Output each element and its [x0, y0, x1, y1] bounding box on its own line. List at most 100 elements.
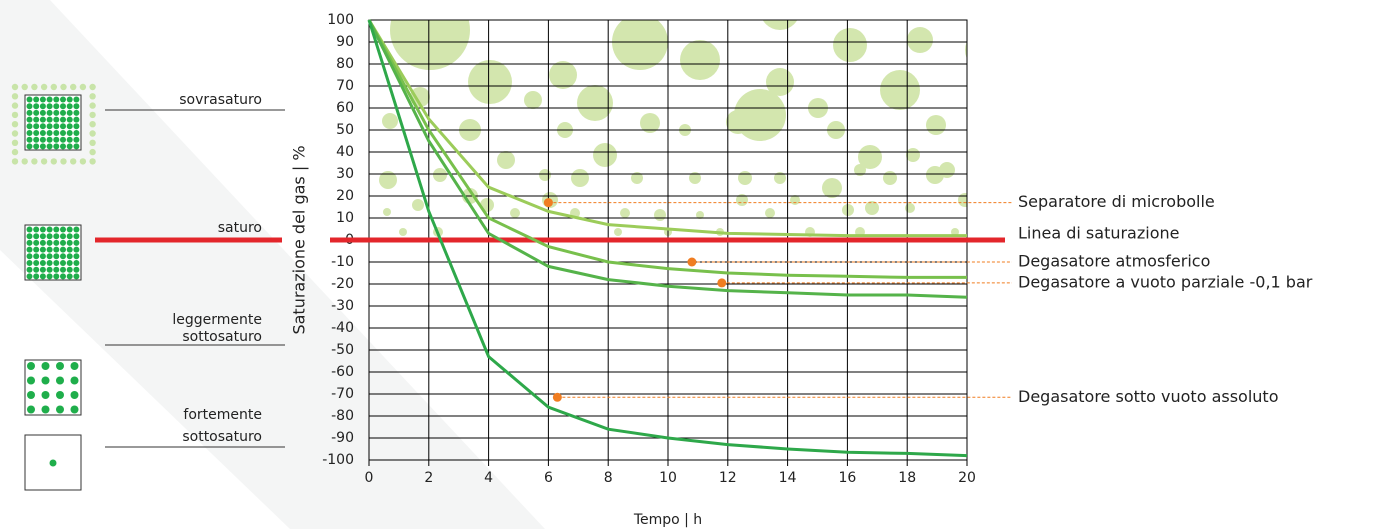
bubble: [524, 91, 542, 109]
background-band: [0, 0, 545, 529]
state-dot: [39, 116, 46, 123]
state-dot: [60, 136, 66, 143]
state-dot: [50, 83, 57, 91]
state-dot: [53, 123, 60, 130]
state-dot: [46, 246, 53, 253]
state-dot: [26, 136, 33, 143]
x-tick-label: 20: [958, 470, 976, 486]
state-dot: [46, 143, 53, 150]
x-tick-label: 14: [779, 470, 797, 486]
marker: [687, 257, 697, 267]
y-tick-label: 60: [336, 100, 354, 116]
bubble: [907, 27, 933, 53]
y-tick-label: -40: [331, 320, 354, 336]
bubble: [822, 178, 842, 198]
state-dot: [33, 260, 40, 266]
y-tick-label: 10: [336, 210, 354, 226]
state-dot: [73, 239, 80, 246]
state-dot: [26, 96, 33, 103]
saturation-label: Linea di saturazione: [1018, 224, 1179, 243]
bubble: [497, 151, 515, 169]
state-dot: [60, 143, 66, 150]
state-dot: [41, 405, 50, 414]
state-dot: [39, 226, 46, 233]
x-axis-label: Tempo | h: [633, 512, 702, 528]
state-dot: [60, 260, 66, 266]
state-dot: [46, 273, 53, 280]
state-dot: [70, 158, 77, 165]
bubble: [577, 85, 613, 121]
state-dot: [33, 123, 40, 130]
state-dot: [89, 121, 96, 128]
bubble: [762, 20, 798, 30]
state-dot: [60, 103, 66, 110]
y-tick-label: 30: [336, 166, 354, 182]
state-dot: [73, 136, 80, 143]
state-dot: [39, 266, 46, 273]
state-dot: [39, 123, 46, 130]
bubble: [738, 171, 752, 185]
state-dot: [26, 253, 33, 260]
bubble: [965, 41, 967, 59]
state-dot: [46, 233, 53, 240]
state-box: [24, 94, 82, 151]
bubble: [614, 228, 622, 236]
series-label: Degasatore atmosferico: [1018, 252, 1210, 271]
state-dot: [60, 226, 66, 233]
x-tick-label: 4: [484, 470, 493, 486]
y-tick-label: -90: [331, 430, 354, 446]
state-dot: [41, 391, 50, 399]
state-dot: [70, 376, 79, 385]
state-dot: [39, 239, 46, 246]
state-dot: [39, 109, 46, 116]
state-dot: [26, 143, 33, 150]
state-dot: [33, 239, 40, 246]
state-dot: [66, 239, 73, 246]
bubble: [842, 204, 854, 216]
state-dot: [60, 266, 66, 273]
state-dot: [73, 116, 80, 123]
bubble: [571, 169, 589, 187]
state-dot: [53, 260, 60, 266]
state-dot: [39, 260, 46, 266]
bubble: [382, 113, 398, 129]
state-dot: [26, 226, 33, 233]
state-dot: [53, 130, 60, 136]
y-tick-label: -30: [331, 298, 354, 314]
bubble: [399, 228, 407, 236]
y-tick-label: -80: [331, 408, 354, 424]
state-dot: [26, 246, 33, 253]
state-dot: [73, 273, 80, 280]
x-tick-label: 16: [838, 470, 856, 486]
state-dot: [60, 83, 67, 91]
state-dot: [89, 158, 96, 165]
y-tick-label: 80: [336, 56, 354, 72]
state-dot: [73, 109, 80, 116]
state-dot: [33, 143, 40, 150]
y-tick-label: 100: [327, 12, 354, 28]
state-dot: [66, 116, 73, 123]
state-dot: [60, 253, 66, 260]
state-dot: [60, 246, 66, 253]
state-dot: [89, 139, 96, 146]
series-line: [367, 19, 967, 238]
state-dot: [46, 123, 53, 130]
state-dot: [33, 266, 40, 273]
state-dot: [53, 246, 60, 253]
state-dot: [21, 83, 28, 91]
bubble: [383, 208, 391, 216]
bubbles: [379, 20, 967, 237]
state-dot: [73, 123, 80, 130]
bubble: [906, 148, 920, 162]
state-dot: [27, 405, 35, 414]
state-dot: [39, 233, 46, 240]
state-box: [24, 359, 82, 416]
state-dot: [46, 96, 53, 103]
state-dot: [60, 239, 66, 246]
state-dot: [70, 405, 79, 414]
state-dot: [26, 109, 33, 116]
state-dot: [66, 226, 73, 233]
state-dot: [73, 226, 80, 233]
state-dot: [56, 376, 64, 385]
